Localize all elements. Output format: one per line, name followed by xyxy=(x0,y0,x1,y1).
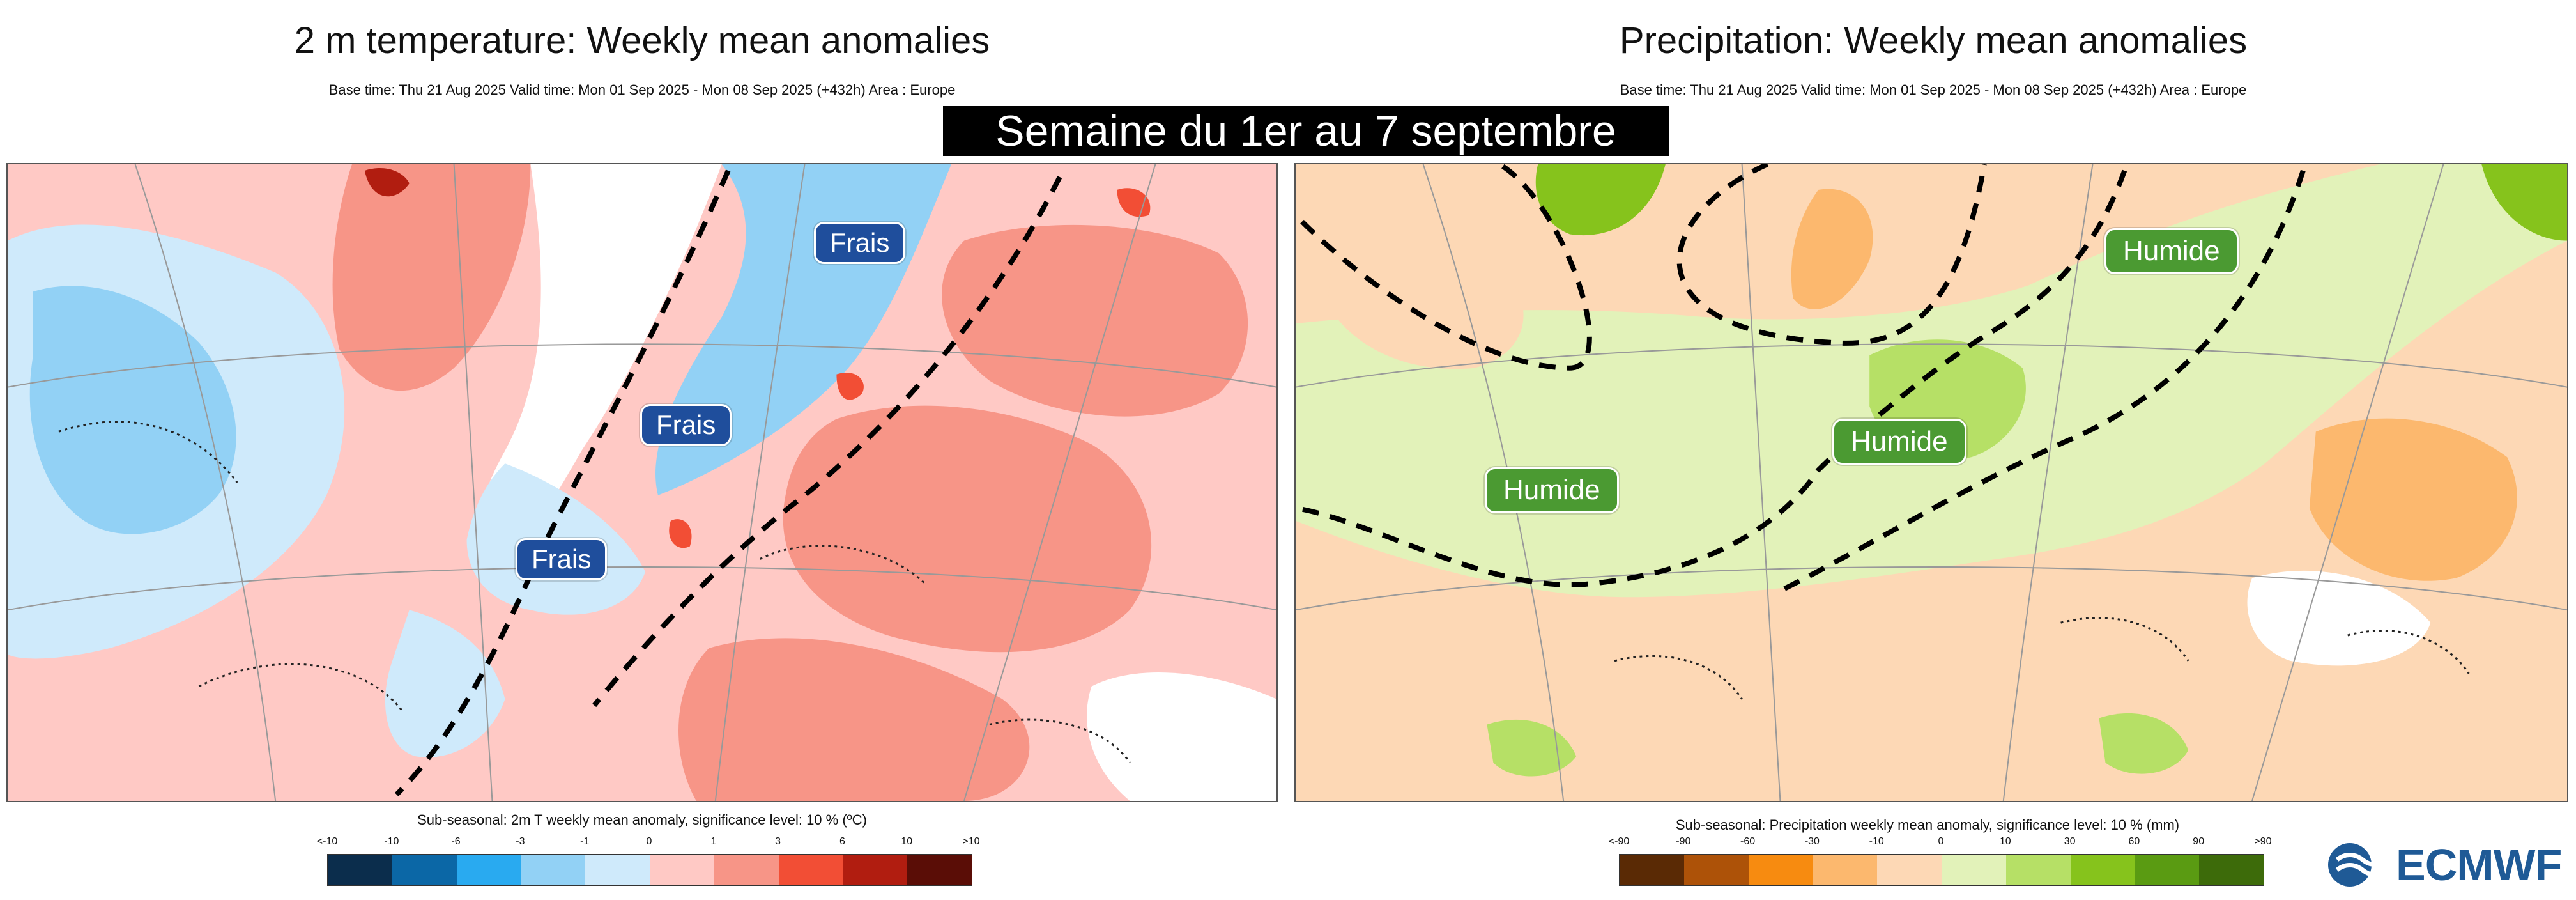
legend-tick: 0 xyxy=(1938,836,1944,847)
legend-tick: -10 xyxy=(1869,836,1884,847)
temperature-legend-title: Sub-seasonal: 2m T weekly mean anomaly, … xyxy=(417,812,867,828)
legend-tick: 6 xyxy=(839,836,845,847)
colorbar-swatch xyxy=(392,855,457,885)
precipitation-anomaly-map: Humide Humide Humide xyxy=(1294,163,2568,802)
temperature-map-title: 2 m temperature: Weekly mean anomalies xyxy=(294,20,990,61)
legend-tick: <-10 xyxy=(316,836,338,847)
legend-tick: 0 xyxy=(646,836,652,847)
week-banner: Semaine du 1er au 7 septembre 2025 xyxy=(943,106,1669,205)
wet-anomaly-label: Humide xyxy=(1485,467,1619,513)
legend-tick: -6 xyxy=(451,836,461,847)
cool-anomaly-label: Frais xyxy=(640,404,732,446)
colorbar-swatch xyxy=(1620,855,1684,885)
colorbar-swatch xyxy=(456,855,521,885)
legend-tick: <-90 xyxy=(1608,836,1630,847)
colorbar-swatch xyxy=(1748,855,1813,885)
colorbar-swatch xyxy=(2005,855,2071,885)
legend-tick: 90 xyxy=(2193,836,2205,847)
legend-tick: >90 xyxy=(2254,836,2272,847)
ecmwf-logo-text: ECMWF xyxy=(2396,840,2562,890)
legend-tick: -90 xyxy=(1676,836,1691,847)
colorbar-swatch xyxy=(2199,855,2264,885)
cool-anomaly-label: Frais xyxy=(516,538,608,580)
legend-tick: 30 xyxy=(2064,836,2076,847)
ecmwf-logo: ECMWF xyxy=(2326,839,2568,891)
ecmwf-logo-icon xyxy=(2328,843,2389,887)
precipitation-legend-ticks: <-90 -90 -60 -30 -10 0 10 30 60 90 >90 xyxy=(1609,836,2272,849)
legend-tick: 3 xyxy=(775,836,781,847)
colorbar-swatch xyxy=(907,855,972,885)
temperature-anomaly-map: Frais Frais Frais xyxy=(6,163,1278,802)
legend-tick: 60 xyxy=(2128,836,2140,847)
colorbar-swatch xyxy=(2135,855,2200,885)
cool-anomaly-label: Frais xyxy=(814,222,906,264)
temperature-map-subtitle: Base time: Thu 21 Aug 2025 Valid time: M… xyxy=(328,82,956,98)
colorbar-swatch xyxy=(1813,855,1878,885)
legend-tick: >10 xyxy=(962,836,980,847)
colorbar-swatch xyxy=(1683,855,1749,885)
colorbar-swatch xyxy=(1877,855,1942,885)
colorbar-swatch xyxy=(649,855,714,885)
colorbar-swatch xyxy=(328,855,392,885)
legend-tick: -60 xyxy=(1740,836,1756,847)
precipitation-anomaly-shading xyxy=(1296,164,2567,801)
precipitation-colorbar xyxy=(1619,854,2264,886)
colorbar-swatch xyxy=(585,855,650,885)
wet-anomaly-label: Humide xyxy=(1832,419,1966,465)
legend-tick: -3 xyxy=(516,836,525,847)
colorbar-swatch xyxy=(521,855,586,885)
legend-tick: 1 xyxy=(710,836,717,847)
legend-tick: -1 xyxy=(580,836,590,847)
legend-tick: 10 xyxy=(1999,836,2011,847)
wet-anomaly-label: Humide xyxy=(2104,228,2239,274)
colorbar-swatch xyxy=(714,855,779,885)
precipitation-map-title: Precipitation: Weekly mean anomalies xyxy=(1619,20,2248,61)
temperature-colorbar xyxy=(327,854,972,886)
colorbar-swatch xyxy=(1941,855,2006,885)
colorbar-swatch xyxy=(843,855,908,885)
temperature-legend-ticks: <-10 -10 -6 -3 -1 0 1 3 6 10 >10 xyxy=(317,836,980,849)
legend-tick: -30 xyxy=(1804,836,1820,847)
colorbar-swatch xyxy=(778,855,843,885)
precipitation-legend-title: Sub-seasonal: Precipitation weekly mean … xyxy=(1675,817,2180,833)
temperature-anomaly-shading xyxy=(8,164,1276,801)
legend-tick: -10 xyxy=(384,836,399,847)
precipitation-map-subtitle: Base time: Thu 21 Aug 2025 Valid time: M… xyxy=(1620,82,2247,98)
colorbar-swatch xyxy=(2070,855,2135,885)
legend-tick: 10 xyxy=(901,836,913,847)
